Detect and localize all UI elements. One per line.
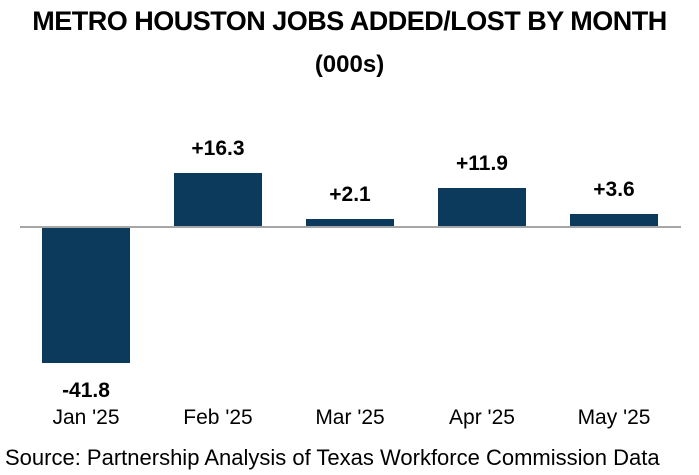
chart-subtitle: (000s): [314, 51, 385, 78]
x-axis-label: Jan '25: [52, 406, 120, 429]
x-axis-label: Mar '25: [315, 406, 385, 429]
bar-Mar '25: [306, 219, 394, 226]
bar-Jan '25: [42, 228, 130, 363]
x-axis-label: Apr '25: [449, 406, 515, 429]
bar-value-label: -41.8: [62, 379, 110, 402]
bar-value-label: +11.9: [456, 152, 508, 175]
bar-Apr '25: [438, 188, 526, 226]
chart-title: METRO HOUSTON JOBS ADDED/LOST BY MONTH: [32, 6, 667, 36]
bar-Feb '25: [174, 173, 262, 226]
bar-value-label: +16.3: [191, 137, 245, 160]
zero-axis-line: [20, 226, 681, 228]
bar-May '25: [570, 214, 658, 226]
source-note: Source: Partnership Analysis of Texas Wo…: [5, 445, 660, 470]
x-axis-label: Feb '25: [183, 406, 253, 429]
bar-value-label: +2.1: [329, 183, 371, 206]
x-axis-label: May '25: [577, 406, 651, 429]
bar-value-label: +3.6: [593, 178, 635, 201]
